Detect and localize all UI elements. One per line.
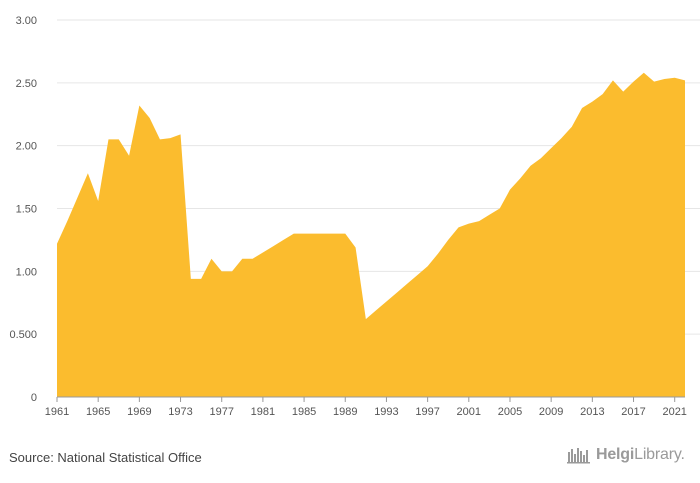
x-tick-label: 1989 — [333, 406, 357, 418]
y-tick-label: 1.50 — [16, 204, 37, 216]
series-area — [57, 72, 685, 397]
x-tick-label: 2009 — [539, 406, 563, 418]
helgi-library-logo: HelgiLibrary. — [567, 446, 685, 464]
x-tick-label: 2017 — [621, 406, 645, 418]
x-axis-ticks: 1961 1965 1969 1973 1977 1981 1985 1989 1993 1997… — [45, 397, 687, 418]
x-tick-label: 2013 — [580, 406, 604, 418]
x-tick-label: 1969 — [127, 406, 151, 418]
x-tick-label: 1981 — [251, 406, 275, 418]
y-tick-label: 3.00 — [16, 15, 37, 27]
y-tick-label: 2.50 — [16, 78, 37, 90]
y-tick-label: 0 — [31, 392, 37, 404]
x-tick-label: 1985 — [292, 406, 316, 418]
source-note: Source: National Statistical Office — [9, 450, 202, 465]
brand-name: HelgiLibrary. — [596, 446, 685, 463]
x-tick-label: 2005 — [498, 406, 522, 418]
x-tick-label: 2001 — [457, 406, 481, 418]
y-tick-label: 0.500 — [9, 329, 37, 341]
x-tick-label: 1993 — [374, 406, 398, 418]
y-tick-label: 1.00 — [16, 266, 37, 278]
x-tick-label: 1997 — [415, 406, 439, 418]
library-icon — [567, 448, 590, 464]
x-tick-label: 1965 — [86, 406, 110, 418]
x-tick-label: 1973 — [168, 406, 192, 418]
x-tick-label: 1977 — [209, 406, 233, 418]
y-axis-ticks: 0 0.500 1.00 1.50 2.00 2.50 3.00 — [9, 15, 37, 404]
y-tick-label: 2.00 — [16, 141, 37, 153]
x-tick-label: 1961 — [45, 406, 69, 418]
x-tick-label: 2021 — [662, 406, 686, 418]
